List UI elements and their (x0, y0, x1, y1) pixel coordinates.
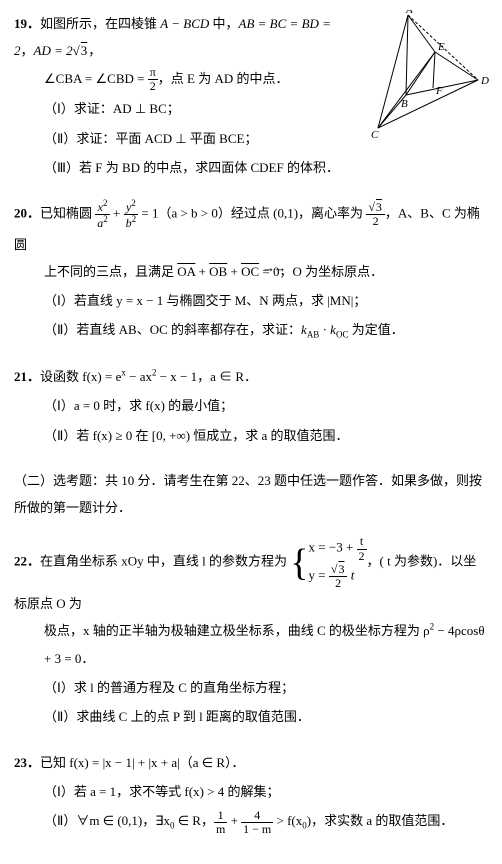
problem-23: 23．已知 f(x) = |x − 1| + |x + a|（a ∈ R）． （… (14, 749, 488, 836)
p21-num: 21． (14, 369, 40, 384)
svg-text:F: F (435, 85, 443, 97)
p23-sub1: （Ⅰ）若 a = 1，求不等式 f(x) > 4 的解集； (14, 778, 488, 805)
svg-text:A: A (405, 10, 413, 16)
problem-19: A E D F B C 19．如图所示，在四棱锥 A − BCD 中，AB = … (14, 10, 488, 181)
svg-text:D: D (480, 75, 489, 87)
pyramid-diagram: A E D F B C (338, 10, 493, 140)
p21-sub2: （Ⅱ）若 f(x) ≥ 0 在 [0, +∞) 恒成立，求 a 的取值范围． (14, 422, 488, 449)
p21-sub1: （Ⅰ）a = 0 时，求 f(x) 的最小值； (14, 392, 488, 419)
p23-num: 23． (14, 755, 40, 770)
p19-sub3: （Ⅲ）若 F 为 BD 的中点，求四面体 CDEF 的体积． (14, 154, 488, 181)
p22-line1: 22．在直角坐标系 xOy 中，直线 l 的参数方程为 { x = −3 + t… (14, 535, 488, 617)
svg-text:E: E (437, 41, 445, 53)
section-note: （二）选考题：共 10 分．请考生在第 22、23 题中任选一题作答．如果多做，… (14, 467, 488, 522)
problem-22: 22．在直角坐标系 xOy 中，直线 l 的参数方程为 { x = −3 + t… (14, 535, 488, 730)
p19-num: 19． (14, 16, 40, 31)
p20-line1: 20．已知椭圆 x2a2 + y2b2 = 1（a > b > 0）经过点 (0… (14, 199, 488, 258)
p22-num: 22． (14, 554, 40, 569)
p20-line2: 上不同的三点，且满足 OA + OB + OC→ = 0→，O 为坐标原点． (14, 258, 488, 285)
p20-sub1: （Ⅰ）若直线 y = x − 1 与椭圆交于 M、N 两点，求 |MN|； (14, 287, 488, 314)
svg-text:C: C (371, 129, 379, 140)
p20-sub2: （Ⅱ）若直线 AB、OC 的斜率都存在，求证：kAB · kOC 为定值． (14, 316, 488, 344)
p23-line1: 23．已知 f(x) = |x − 1| + |x + a|（a ∈ R）． (14, 749, 488, 776)
problem-21: 21．设函数 f(x) = ex − ax2 − x − 1，a ∈ R． （Ⅰ… (14, 363, 488, 449)
problem-20: 20．已知椭圆 x2a2 + y2b2 = 1（a > b > 0）经过点 (0… (14, 199, 488, 345)
p23-sub2: （Ⅱ）∀m ∈ (0,1)，∃x0 ∈ R，1m + 41 − m > f(x0… (14, 807, 488, 836)
p22-sub2: （Ⅱ）求曲线 C 上的点 P 到 l 距离的取值范围． (14, 703, 488, 730)
p20-num: 20． (14, 206, 40, 221)
brace-icon: { (290, 544, 308, 582)
svg-text:B: B (401, 98, 408, 110)
figure-19: A E D F B C (338, 10, 493, 149)
p22-line2: 极点，x 轴的正半轴为极轴建立极坐标系，曲线 C 的极坐标方程为 ρ2 − 4ρ… (14, 617, 488, 672)
p21-line1: 21．设函数 f(x) = ex − ax2 − x − 1，a ∈ R． (14, 363, 488, 390)
p22-sub1: （Ⅰ）求 l 的普通方程及 C 的直角坐标方程； (14, 674, 488, 701)
